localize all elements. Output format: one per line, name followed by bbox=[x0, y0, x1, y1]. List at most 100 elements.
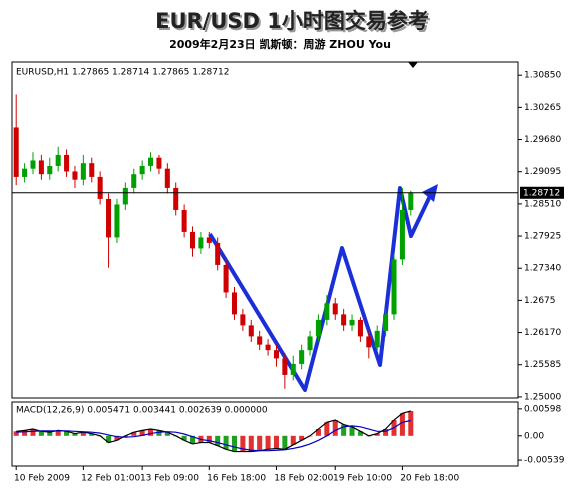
candle-body bbox=[273, 350, 279, 359]
candle-body bbox=[408, 192, 414, 210]
candle-body bbox=[72, 171, 78, 180]
x-tick-label: 20 Feb 18:00 bbox=[400, 474, 459, 484]
candle-body bbox=[97, 176, 103, 199]
macd-bar bbox=[47, 432, 53, 436]
last-price-box bbox=[520, 186, 564, 199]
candle-body bbox=[30, 160, 36, 169]
macd-bar bbox=[72, 433, 78, 436]
macd-info: MACD(12,26,9) 0.005471 0.003441 0.002639… bbox=[16, 406, 268, 416]
macd-bar bbox=[223, 435, 229, 450]
macd-bar bbox=[30, 429, 36, 436]
macd-bar bbox=[374, 433, 380, 436]
candle-body bbox=[89, 163, 95, 177]
candle-body bbox=[156, 157, 162, 169]
price-info: EURUSD,H1 1.27865 1.28714 1.27865 1.2871… bbox=[16, 68, 229, 78]
y-tick-label: 1.25585 bbox=[524, 360, 561, 370]
macd-bar bbox=[22, 430, 28, 436]
candle-body bbox=[299, 350, 305, 364]
macd-bar bbox=[299, 435, 305, 441]
macd-bar bbox=[383, 429, 389, 436]
candle-body bbox=[148, 157, 154, 166]
candle-body bbox=[324, 303, 330, 320]
y-tick-label: 1.25000 bbox=[524, 392, 561, 402]
candle-body bbox=[131, 174, 137, 188]
macd-bar bbox=[164, 432, 170, 436]
y-tick-label: 1.30850 bbox=[524, 71, 561, 81]
candle-body bbox=[383, 314, 389, 331]
candle-body bbox=[22, 168, 28, 177]
candle-body bbox=[198, 237, 204, 249]
candle-body bbox=[181, 209, 187, 232]
chart-subtitle: 2009年2月23日 凯斯顿：周游 ZHOU You bbox=[169, 37, 391, 51]
candle-body bbox=[122, 187, 128, 205]
candle-body bbox=[189, 231, 196, 249]
signal-line bbox=[16, 419, 411, 452]
x-tick-label: 16 Feb 18:00 bbox=[207, 474, 266, 484]
macd-bar bbox=[156, 430, 162, 436]
candle-body bbox=[391, 259, 397, 315]
candle-body bbox=[265, 344, 271, 351]
candle-body bbox=[114, 204, 120, 238]
forecast-zigzag bbox=[208, 186, 432, 392]
candle-body bbox=[332, 303, 338, 315]
macd-bar bbox=[114, 435, 120, 441]
macd-bar bbox=[231, 435, 238, 452]
candle-body bbox=[47, 165, 53, 175]
macd-bar bbox=[282, 435, 288, 450]
candle-body bbox=[80, 163, 86, 180]
macd-bar bbox=[273, 435, 279, 449]
macd-line bbox=[16, 410, 411, 453]
y-tick-label: 1.27925 bbox=[524, 232, 561, 242]
candle-body bbox=[240, 314, 246, 326]
macd-bar bbox=[139, 430, 145, 436]
shift-marker bbox=[408, 62, 418, 68]
candle-body bbox=[215, 242, 221, 265]
y-tick-label: -0.00539 bbox=[524, 456, 565, 466]
macd-bar bbox=[89, 433, 95, 436]
candle-body bbox=[357, 319, 363, 337]
title-shadow: EUR/USD 1小时图交易参考 bbox=[157, 11, 431, 35]
macd-bar bbox=[349, 426, 355, 436]
y-tick-label: 1.2675 bbox=[524, 296, 556, 306]
candle-body bbox=[173, 187, 179, 210]
macd-bar bbox=[38, 431, 44, 436]
candle-body bbox=[248, 325, 254, 337]
candle-body bbox=[349, 319, 355, 326]
x-tick-label: 12 Feb 01:00 bbox=[81, 474, 140, 484]
candle-body bbox=[399, 209, 405, 260]
x-tick-label: 10 Feb 2009 bbox=[14, 474, 70, 484]
y-tick-label: 1.30265 bbox=[524, 103, 561, 113]
x-tick-label: 13 Feb 09:00 bbox=[140, 474, 199, 484]
macd-bar bbox=[148, 429, 154, 436]
macd-bar bbox=[315, 429, 321, 436]
candle-body bbox=[257, 336, 263, 345]
macd-bar bbox=[13, 431, 19, 436]
candle-body bbox=[290, 363, 296, 375]
macd-bar bbox=[324, 422, 330, 436]
macd-bar bbox=[290, 435, 296, 445]
candle-body bbox=[206, 237, 212, 243]
candle-body bbox=[164, 168, 170, 188]
y-tick-label: 0.00598 bbox=[524, 404, 561, 414]
macd-bar bbox=[248, 435, 254, 452]
macd-bar bbox=[106, 435, 112, 443]
candle-body bbox=[307, 336, 313, 351]
chart-title: EUR/USD 1小时图交易参考 bbox=[155, 9, 429, 33]
macd-bar bbox=[131, 432, 137, 436]
macd-frame bbox=[11, 401, 519, 467]
x-tick-label: 18 Feb 02:00 bbox=[274, 474, 333, 484]
y-tick-label: 0.00 bbox=[524, 431, 544, 441]
y-tick-label: 1.26170 bbox=[524, 328, 561, 338]
candle-body bbox=[374, 330, 380, 348]
price-frame bbox=[11, 61, 519, 399]
y-tick-label: 1.29095 bbox=[524, 167, 561, 177]
candle-body bbox=[38, 160, 44, 175]
candle-body bbox=[55, 154, 61, 166]
macd-bar bbox=[341, 424, 347, 436]
candle-body bbox=[106, 198, 112, 238]
macd-bar bbox=[181, 435, 187, 441]
candle-body bbox=[315, 319, 321, 337]
x-tick-label: 19 Feb 10:00 bbox=[333, 474, 392, 484]
